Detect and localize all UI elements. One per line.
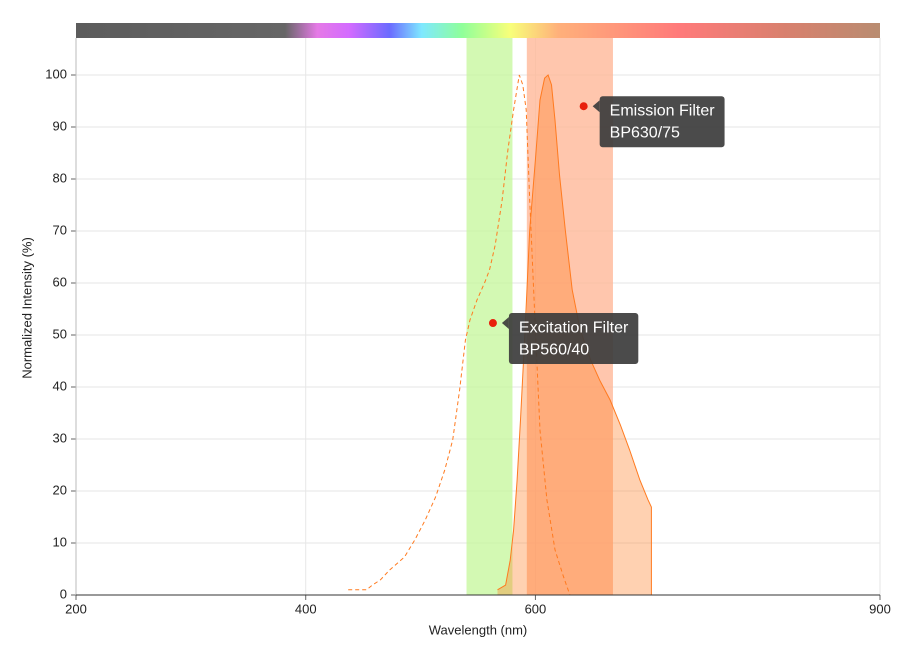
spectrum-line xyxy=(348,74,571,596)
filter-marker xyxy=(488,319,497,328)
y-tick-label: 90 xyxy=(53,118,67,133)
y-tick-label: 60 xyxy=(53,274,67,289)
y-tick-label: 0 xyxy=(60,586,67,601)
y-tick-label: 70 xyxy=(53,222,67,237)
tooltip-title: Emission Filter xyxy=(610,102,716,119)
y-axis-label: Normalized Intensity (%) xyxy=(19,237,34,379)
tooltip: Emission Filter BP630/75 xyxy=(592,96,725,148)
filter-band xyxy=(466,38,513,595)
tooltip-box xyxy=(508,313,639,365)
tooltip-label: BP630/75 xyxy=(610,124,680,141)
x-tick-label: 400 xyxy=(295,601,317,616)
tooltip-box xyxy=(599,96,725,148)
x-axis-label: Wavelength (nm) xyxy=(429,622,528,637)
y-tick-label: 50 xyxy=(53,326,67,341)
tooltip-pointer xyxy=(592,100,600,113)
y-tick-label: 30 xyxy=(53,430,67,445)
y-tick-label: 40 xyxy=(53,378,67,393)
tooltip: Excitation Filter BP560/40 xyxy=(501,313,639,365)
tooltip-title: Excitation Filter xyxy=(519,319,629,336)
y-tick-label: 100 xyxy=(45,66,67,81)
y-tick-label: 20 xyxy=(53,482,67,497)
x-tick-label: 900 xyxy=(869,601,891,616)
y-tick-label: 80 xyxy=(53,170,67,185)
spectrum-bar xyxy=(76,23,880,38)
y-tick-label: 10 xyxy=(53,534,67,549)
spectrum-line xyxy=(497,74,652,595)
x-tick-label: 600 xyxy=(525,601,547,616)
plot-area: 0 10 20 30 40 50 60 70 80 90 100 200 400 600 900 Excita… xyxy=(45,38,891,616)
filter-marker xyxy=(579,102,588,111)
tooltip-label: BP560/40 xyxy=(519,341,589,358)
tooltip-pointer xyxy=(501,317,509,330)
x-tick-label: 200 xyxy=(65,601,87,616)
